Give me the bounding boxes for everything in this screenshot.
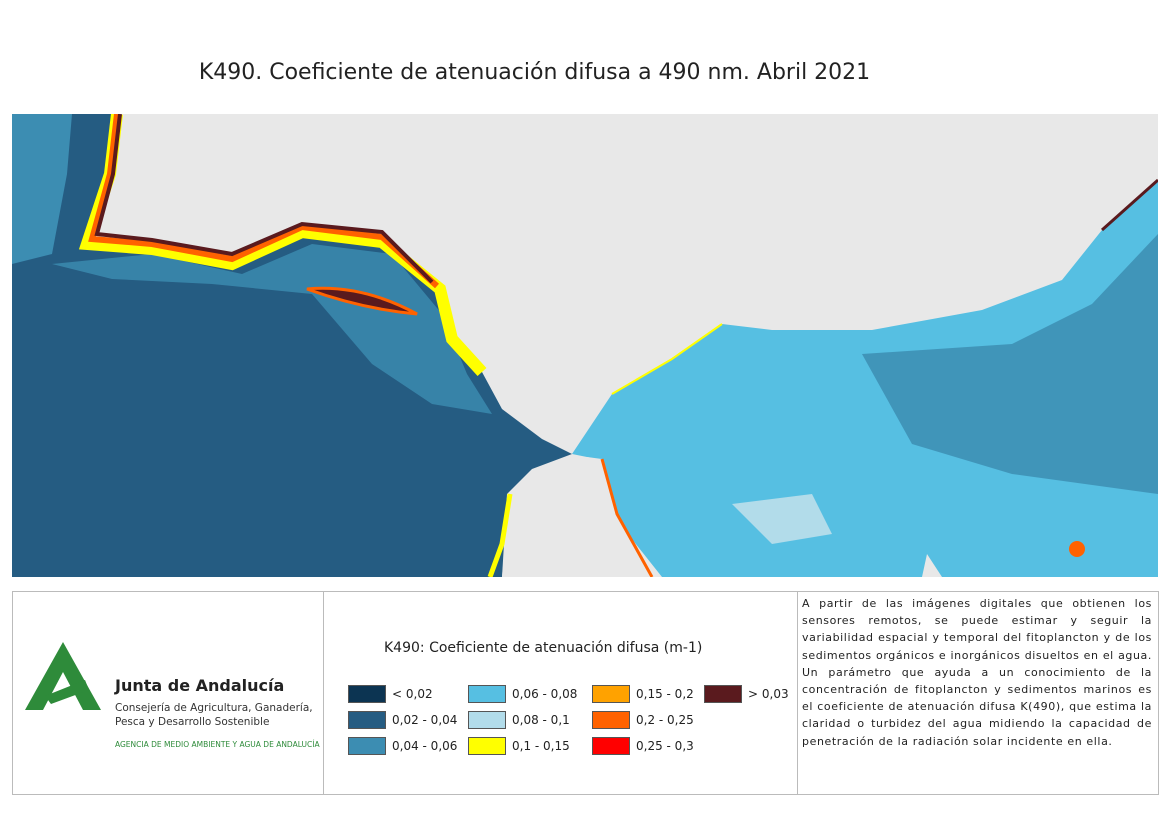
legend-item: 0,1 - 0,15 <box>468 736 570 756</box>
logo-department: Pesca y Desarrollo Sostenible <box>115 716 270 728</box>
legend-swatch <box>348 685 386 703</box>
legend-title: K490: Coeficiente de atenuación difusa (… <box>384 640 703 656</box>
legend-label: < 0,02 <box>392 687 433 701</box>
legend-swatch <box>468 711 506 729</box>
legend-label: 0,2 - 0,25 <box>636 713 694 727</box>
map <box>12 114 1158 577</box>
coastal-band <box>611 323 723 395</box>
estuary-plume <box>306 286 418 316</box>
legend-swatch <box>348 711 386 729</box>
legend-item: 0,08 - 0,1 <box>468 710 570 730</box>
legend-swatch <box>468 685 506 703</box>
clear-water <box>732 494 832 544</box>
shelf-water <box>52 244 492 414</box>
description-panel: A partir de las imágenes digitales que o… <box>797 591 1159 795</box>
legend-label: 0,25 - 0,3 <box>636 739 694 753</box>
legend-swatch <box>592 685 630 703</box>
coastal-band <box>88 114 439 289</box>
legend-item: 0,25 - 0,3 <box>592 736 694 756</box>
logo-mark <box>25 642 101 710</box>
legend-swatch <box>348 737 386 755</box>
logo-department: Consejería de Agricultura, Ganadería, <box>115 702 313 714</box>
shelf-water <box>12 114 72 264</box>
legend-label: 0,1 - 0,15 <box>512 739 570 753</box>
legend-swatch <box>592 737 630 755</box>
legend-swatch <box>704 685 742 703</box>
legend-label: 0,08 - 0,1 <box>512 713 570 727</box>
legend-item: 0,06 - 0,08 <box>468 684 577 704</box>
legend-item: > 0,03 <box>704 684 789 704</box>
legend-label: 0,06 - 0,08 <box>512 687 578 701</box>
offshore-water <box>862 234 1158 494</box>
map-title: K490. Coeficiente de atenuación difusa a… <box>198 60 871 85</box>
coastal-band <box>94 114 434 284</box>
legend-item: 0,2 - 0,25 <box>592 710 694 730</box>
description: A partir de las imágenes digitales que o… <box>802 597 1152 748</box>
africa-land <box>922 554 942 577</box>
coastal-band <box>487 493 513 577</box>
africa-land <box>502 457 652 577</box>
legend: K490: Coeficiente de atenuación difusa (… <box>323 591 798 795</box>
logo-name: Junta de Andalucía <box>115 676 285 695</box>
mediterranean-sea <box>572 180 1158 577</box>
legend-label: 0,02 - 0,04 <box>392 713 458 727</box>
legend-label: 0,04 - 0,06 <box>392 739 458 753</box>
coastal-band <box>600 458 654 577</box>
legend-item: 0,04 - 0,06 <box>348 736 457 756</box>
legend-item: < 0,02 <box>348 684 433 704</box>
legend-item: 0,02 - 0,04 <box>348 710 457 730</box>
logo-panel: Junta de Andalucía Consejería de Agricul… <box>12 591 324 795</box>
legend-label: > 0,03 <box>748 687 789 701</box>
legend-swatch <box>592 711 630 729</box>
legend-label: 0,15 - 0,2 <box>636 687 694 701</box>
logo-agency: AGENCIA DE MEDIO AMBIENTE Y AGUA DE ANDA… <box>115 740 320 749</box>
coastal-band <box>1101 178 1158 232</box>
coastal-spot <box>1069 541 1085 557</box>
legend-swatch <box>468 737 506 755</box>
atlantic-ocean <box>12 114 572 577</box>
legend-item: 0,15 - 0,2 <box>592 684 694 704</box>
